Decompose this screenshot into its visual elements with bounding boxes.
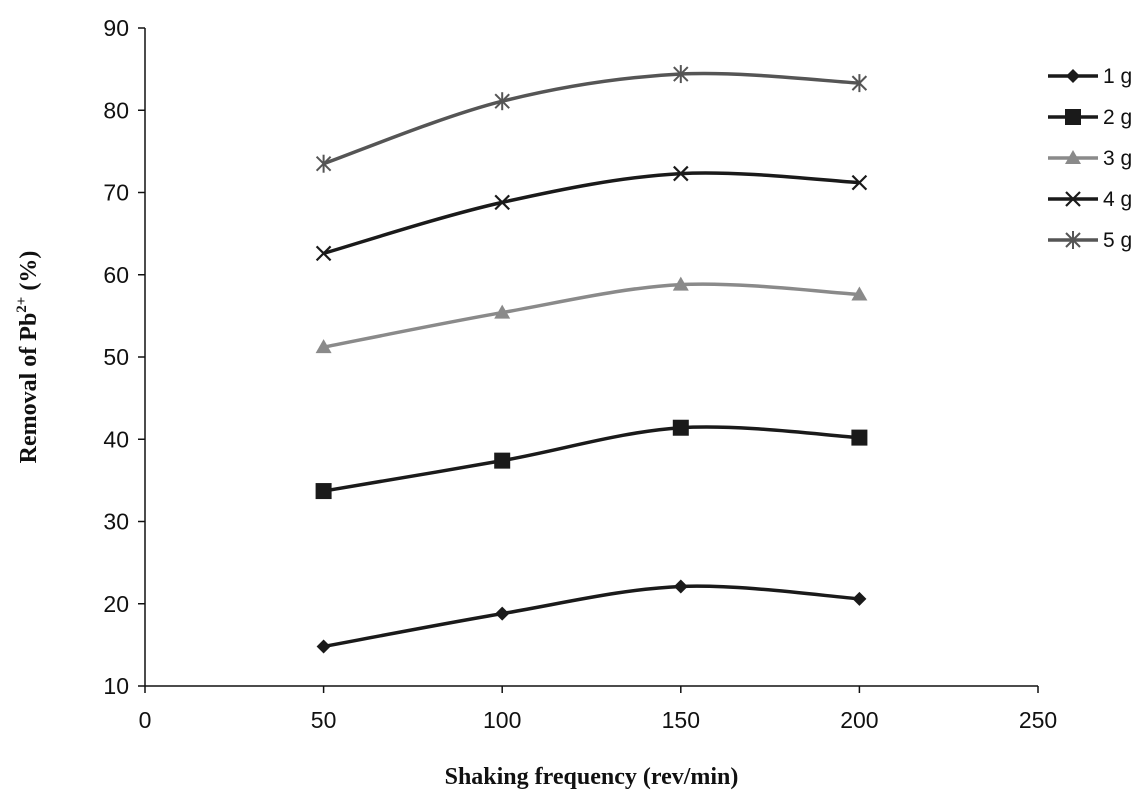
y-tick-label: 60 xyxy=(103,262,129,288)
y-tick-label: 50 xyxy=(103,344,129,370)
data-point-4g xyxy=(494,194,510,211)
series-line-2g xyxy=(323,425,860,493)
legend-marker xyxy=(1066,69,1080,83)
y-tick-label: 90 xyxy=(103,15,129,41)
series-line-3g xyxy=(323,282,860,349)
series-line-5g xyxy=(323,71,860,166)
series-group xyxy=(315,65,868,654)
series-line-1g xyxy=(323,584,860,649)
data-point-5g xyxy=(851,74,868,93)
x-axis-title: Shaking frequency (rev/min) xyxy=(445,764,739,790)
series-1g xyxy=(316,579,867,654)
y-tick-label: 10 xyxy=(103,673,129,699)
data-point-5g xyxy=(673,65,689,84)
y-tick-label: 70 xyxy=(103,180,129,206)
legend-marker xyxy=(1065,231,1081,249)
legend-label: 1 g xyxy=(1103,65,1132,88)
data-point-4g xyxy=(315,245,332,262)
x-ticks: 0 50 100 150 200 250 xyxy=(139,686,1057,733)
data-point-2g xyxy=(315,483,332,500)
legend-item-5g: 5 g xyxy=(1048,229,1132,252)
data-point-3g xyxy=(315,339,332,354)
legend-label: 3 g xyxy=(1103,147,1132,170)
data-point-4g xyxy=(673,165,689,182)
x-tick-label: 250 xyxy=(1019,707,1057,733)
legend-label: 2 g xyxy=(1103,106,1132,129)
legend: 1 g 2 g 3 g 4 g 5 g xyxy=(1048,65,1132,252)
y-tick-label: 80 xyxy=(103,97,129,123)
data-point-3g xyxy=(851,286,868,301)
data-point-5g xyxy=(315,154,332,173)
series-line-4g xyxy=(323,171,860,256)
legend-marker xyxy=(1065,109,1081,125)
x-tick-label: 100 xyxy=(483,707,521,733)
data-point-1g xyxy=(852,591,867,606)
y-axis-title-suffix: (%) xyxy=(16,251,42,297)
legend-label: 4 g xyxy=(1103,188,1132,211)
y-tick-label: 40 xyxy=(103,426,129,452)
x-tick-label: 150 xyxy=(662,707,700,733)
data-point-1g xyxy=(495,606,510,621)
data-point-5g xyxy=(494,92,510,111)
y-axis-title-main: Removal of Pb xyxy=(16,313,42,464)
series-3g xyxy=(315,276,868,354)
legend-marker xyxy=(1065,191,1081,207)
data-point-2g xyxy=(494,452,511,469)
data-point-4g xyxy=(851,174,868,191)
legend-item-3g: 3 g xyxy=(1048,147,1132,170)
axes xyxy=(144,28,1038,687)
series-2g xyxy=(315,419,868,500)
legend-item-1g: 1 g xyxy=(1048,65,1132,88)
legend-label: 5 g xyxy=(1103,229,1132,252)
y-axis-title-superscript: 2+ xyxy=(14,297,30,313)
data-point-2g xyxy=(851,429,868,446)
x-tick-label: 50 xyxy=(311,707,337,733)
series-4g xyxy=(315,165,868,262)
legend-item-4g: 4 g xyxy=(1048,188,1132,211)
y-axis-title: Removal of Pb2+ (%) xyxy=(14,251,42,464)
data-point-3g xyxy=(494,304,511,319)
legend-item-2g: 2 g xyxy=(1048,106,1132,129)
y-tick-label: 30 xyxy=(103,509,129,535)
data-point-1g xyxy=(316,639,331,654)
y-tick-label: 20 xyxy=(103,591,129,617)
data-point-2g xyxy=(672,419,689,436)
legend-marker xyxy=(1065,150,1081,164)
series-5g xyxy=(315,65,868,173)
x-tick-label: 200 xyxy=(840,707,878,733)
data-point-3g xyxy=(672,276,689,291)
x-tick-label: 0 xyxy=(139,707,152,733)
data-point-1g xyxy=(673,579,688,594)
y-ticks: 10 20 30 40 50 60 70 80 90 xyxy=(103,15,145,699)
